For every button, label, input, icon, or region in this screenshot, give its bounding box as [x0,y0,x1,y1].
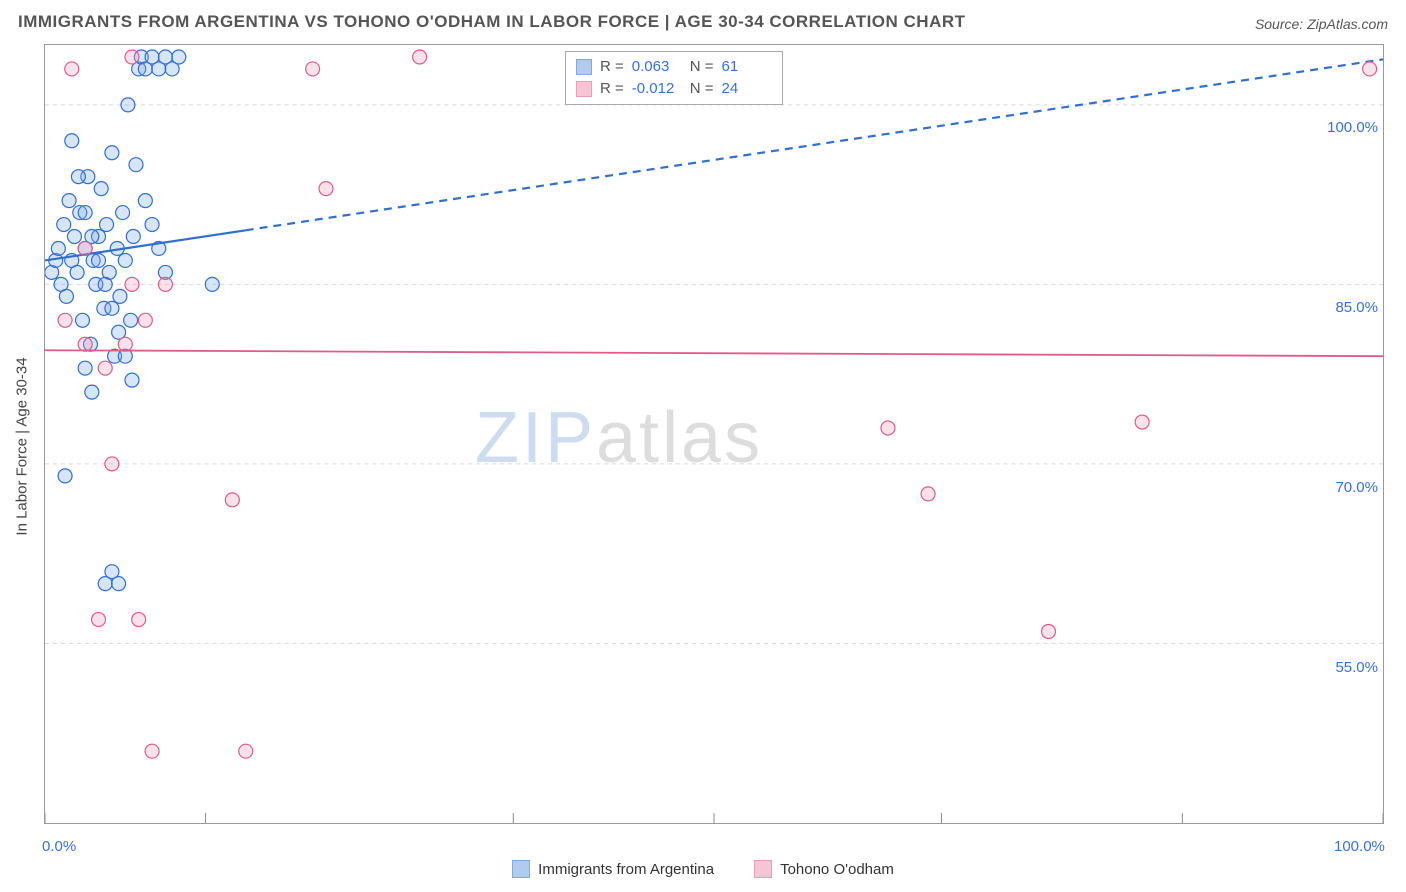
r-label: R = [600,56,624,78]
stats-row: R = 0.063 N = 61 [576,56,772,78]
scatter-plot [45,45,1383,823]
bottom-legend: Immigrants from Argentina Tohono O'odham [0,860,1406,878]
title-bar: IMMIGRANTS FROM ARGENTINA VS TOHONO O'OD… [0,0,1406,38]
legend-item: Tohono O'odham [754,860,894,878]
plot-wrap: R =0.063N =61R =-0.012N =24 ZIPatlas [44,44,1384,824]
r-value: 0.063 [632,56,682,78]
series-swatch [576,59,592,75]
y-axis-label: In Labor Force | Age 30-34 [8,0,36,892]
x-tick-label: 100.0% [1334,838,1385,855]
legend-swatch [512,860,530,878]
source-label: Source: ZipAtlas.com [1255,16,1388,32]
x-tick-label: 0.0% [42,838,76,855]
r-label: R = [600,78,624,100]
legend-label: Immigrants from Argentina [538,861,714,878]
n-value: 24 [722,78,772,100]
chart-title: IMMIGRANTS FROM ARGENTINA VS TOHONO O'OD… [18,12,966,32]
n-label: N = [690,78,714,100]
y-tick-label: 70.0% [1308,479,1378,496]
legend-item: Immigrants from Argentina [512,860,714,878]
r-value: -0.012 [632,78,682,100]
stats-row: R = -0.012 N = 24 [576,78,772,100]
n-value: 61 [722,56,772,78]
legend-label: Tohono O'odham [780,861,894,878]
stats-box: R = 0.063 N = 61 R = -0.012 N = 24 [565,51,783,105]
n-label: N = [690,56,714,78]
y-tick-label: 55.0% [1308,659,1378,676]
series-swatch [576,81,592,97]
legend-swatch [754,860,772,878]
chart-container: IMMIGRANTS FROM ARGENTINA VS TOHONO O'OD… [0,0,1406,892]
y-tick-label: 100.0% [1308,119,1378,136]
y-tick-label: 85.0% [1308,299,1378,316]
